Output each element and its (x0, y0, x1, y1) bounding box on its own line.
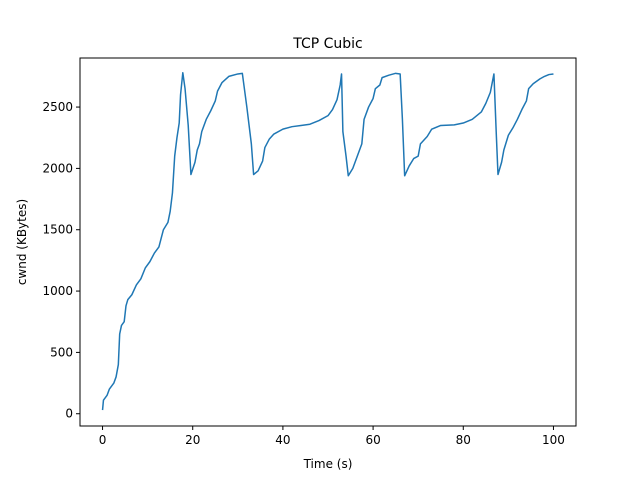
y-tick-label: 2500 (42, 100, 73, 114)
x-tick-label: 100 (542, 433, 565, 447)
y-tick-label: 1000 (42, 284, 73, 298)
data-line (101, 71, 554, 411)
x-axis-label: Time (s) (303, 457, 353, 471)
plot-frame (79, 57, 577, 427)
x-tick-label: 80 (456, 433, 471, 447)
y-tick-label: 2000 (42, 161, 73, 175)
y-tick-label: 0 (65, 407, 73, 421)
y-axis-label: cwnd (KBytes) (15, 199, 29, 285)
x-tick-label: 40 (275, 433, 290, 447)
y-tick-label: 500 (50, 345, 73, 359)
x-tick-label: 20 (185, 433, 200, 447)
chart-title: TCP Cubic (292, 36, 363, 52)
x-tick-label: 0 (99, 433, 107, 447)
y-tick-label: 1500 (42, 223, 73, 237)
x-tick-label: 60 (365, 433, 380, 447)
